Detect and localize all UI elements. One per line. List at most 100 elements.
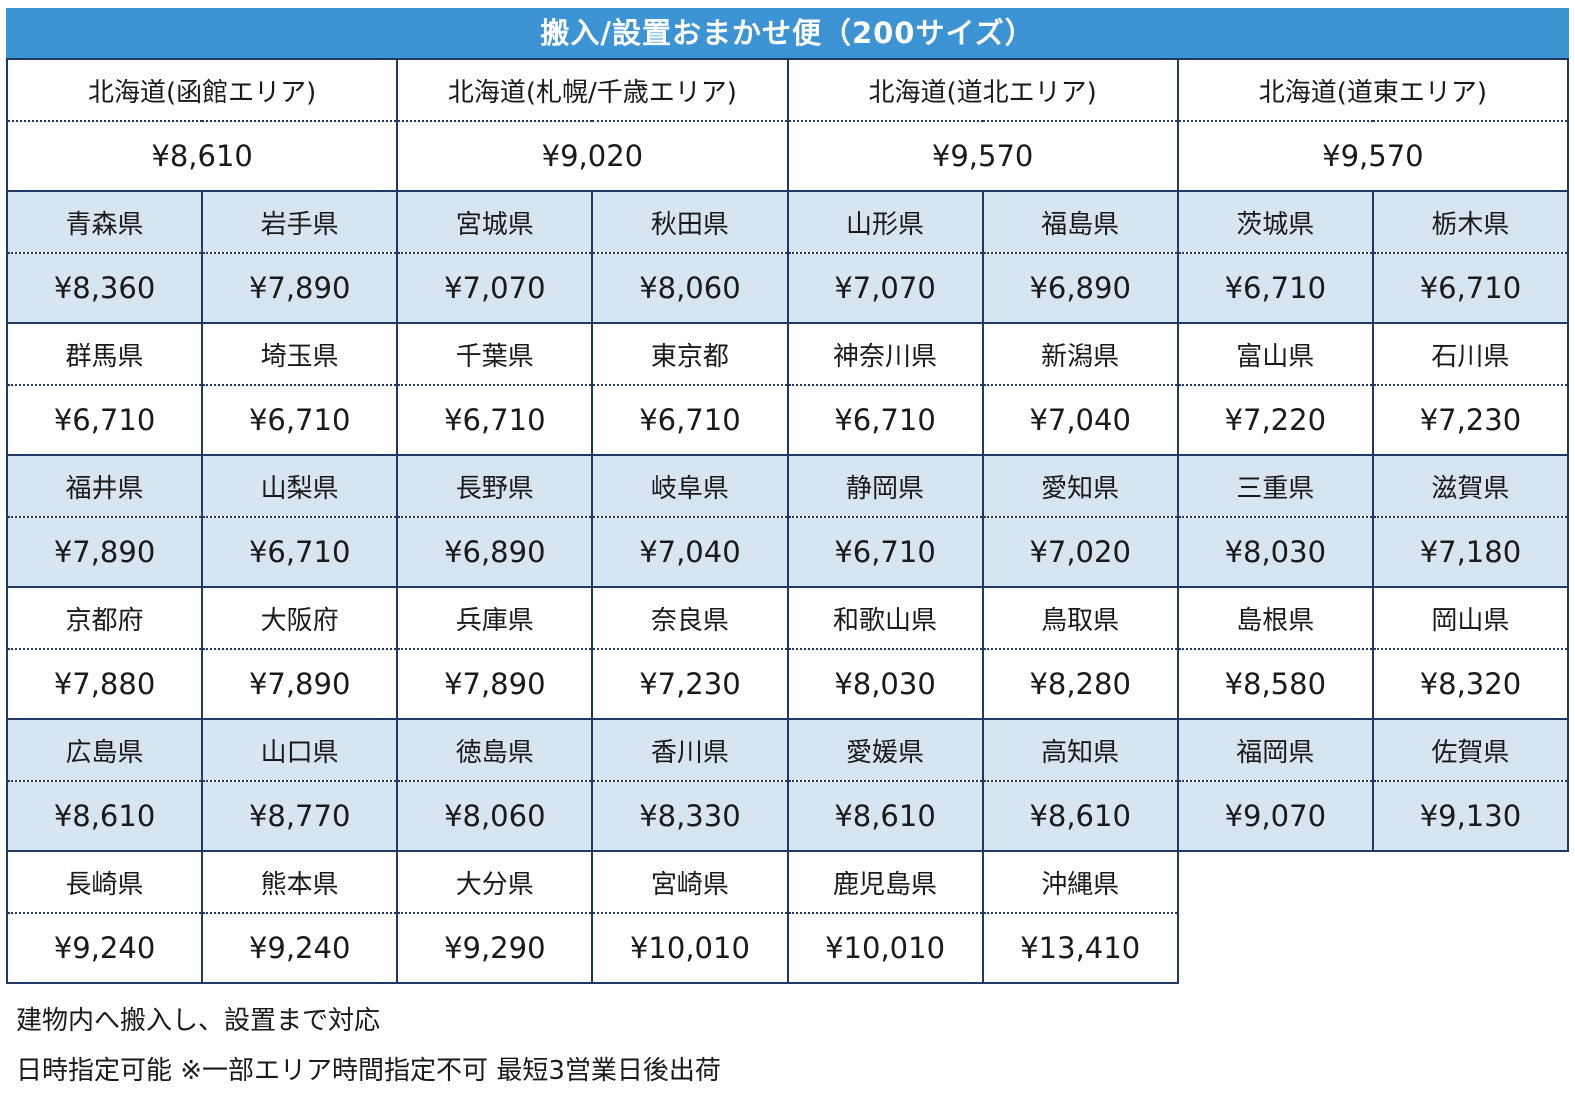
prefecture-name-cell: 福島県 [981, 190, 1179, 254]
price-cell: ¥7,890 [201, 253, 399, 324]
price-cell: ¥9,070 [1176, 781, 1374, 852]
prefecture-name-cell: 熊本県 [201, 850, 399, 914]
price-cell: ¥8,610 [981, 781, 1179, 852]
prefecture-name-row: 福井県 山梨県 長野県 岐阜県 静岡県 愛知県 三重県 滋賀県 [5, 454, 1570, 518]
note-line-1: 建物内へ搬入し、設置まで対応 [16, 1006, 381, 1036]
prefecture-name-cell: 神奈川県 [786, 322, 984, 386]
price-cell: ¥10,010 [786, 913, 984, 984]
price-cell: ¥7,180 [1371, 517, 1570, 588]
prefecture-name-cell: 東京都 [591, 322, 789, 386]
price-cell: ¥8,610 [5, 121, 399, 192]
table-title-bar: 搬入/設置おまかせ便（200サイズ） [6, 8, 1569, 58]
table-title: 搬入/設置おまかせ便（200サイズ） [540, 16, 1035, 50]
prefecture-name-row: 群馬県 埼玉県 千葉県 東京都 神奈川県 新潟県 富山県 石川県 [5, 322, 1570, 386]
prefecture-name-cell: 石川県 [1371, 322, 1570, 386]
price-cell: ¥7,880 [5, 649, 204, 720]
price-cell: ¥7,040 [591, 517, 789, 588]
prefecture-name-cell: 愛媛県 [786, 718, 984, 782]
prefecture-name-cell: 香川県 [591, 718, 789, 782]
prefecture-name-cell: 静岡県 [786, 454, 984, 518]
prefecture-name-cell: 青森県 [5, 190, 204, 254]
prefecture-name-cell: 広島県 [5, 718, 204, 782]
price-cell: ¥6,890 [396, 517, 594, 588]
price-row: ¥7,890 ¥6,710 ¥6,890 ¥7,040 ¥6,710 ¥7,020 ¥8,0… [5, 517, 1570, 588]
prefecture-name-cell: 岩手県 [201, 190, 399, 254]
price-cell: ¥7,230 [591, 649, 789, 720]
prefecture-name-row: 青森県 岩手県 宮城県 秋田県 山形県 福島県 茨城県 栃木県 [5, 190, 1570, 254]
price-cell: ¥6,890 [981, 253, 1179, 324]
prefecture-name-cell: 奈良県 [591, 586, 789, 650]
prefecture-name-cell: 京都府 [5, 586, 204, 650]
prefecture-name-row: 京都府 大阪府 兵庫県 奈良県 和歌山県 鳥取県 島根県 岡山県 [5, 586, 1570, 650]
prefecture-name-cell: 栃木県 [1371, 190, 1570, 254]
prefecture-name-cell: 三重県 [1176, 454, 1374, 518]
prefecture-name-cell: 福岡県 [1176, 718, 1374, 782]
price-cell: ¥8,610 [786, 781, 984, 852]
prefecture-name-cell: 高知県 [981, 718, 1179, 782]
price-cell: ¥8,060 [591, 253, 789, 324]
price-cell: ¥7,040 [981, 385, 1179, 456]
price-cell: ¥9,240 [201, 913, 399, 984]
price-cell: ¥8,320 [1371, 649, 1570, 720]
price-cell: ¥8,060 [396, 781, 594, 852]
price-cell: ¥6,710 [201, 385, 399, 456]
prefecture-name-cell: 佐賀県 [1371, 718, 1570, 782]
prefecture-name-cell: 秋田県 [591, 190, 789, 254]
price-cell: ¥9,130 [1371, 781, 1570, 852]
prefecture-name-cell: 埼玉県 [201, 322, 399, 386]
price-row: ¥9,240 ¥9,240 ¥9,290 ¥10,010 ¥10,010 ¥13,410 [5, 913, 1568, 984]
price-cell: ¥7,890 [396, 649, 594, 720]
price-cell: ¥8,030 [1176, 517, 1374, 588]
prefecture-name-cell: 山形県 [786, 190, 984, 254]
prefecture-name-row: 広島県 山口県 徳島県 香川県 愛媛県 高知県 福岡県 佐賀県 [5, 718, 1570, 782]
price-table-body: 北海道(函館エリア) 北海道(札幌/千歳エリア) 北海道(道北エリア) 北海道(道東エ… [5, 58, 1570, 984]
prefecture-name-cell: 北海道(函館エリア) [5, 58, 399, 122]
prefecture-name-cell: 岐阜県 [591, 454, 789, 518]
prefecture-name-cell: 兵庫県 [396, 586, 594, 650]
prefecture-name-cell: 愛知県 [981, 454, 1179, 518]
prefecture-name-cell: 北海道(道東エリア) [1176, 58, 1570, 122]
price-cell: ¥9,240 [5, 913, 204, 984]
price-cell: ¥6,710 [201, 517, 399, 588]
price-table: 北海道(函館エリア) 北海道(札幌/千歳エリア) 北海道(道北エリア) 北海道(道東エ… [5, 58, 1570, 984]
prefecture-name-cell: 北海道(道北エリア) [786, 58, 1179, 122]
price-row: ¥8,610 ¥9,020 ¥9,570 ¥9,570 [5, 121, 1570, 192]
price-cell: ¥7,070 [786, 253, 984, 324]
price-cell: ¥8,280 [981, 649, 1179, 720]
price-cell: ¥8,610 [5, 781, 204, 852]
price-cell: ¥8,580 [1176, 649, 1374, 720]
price-cell: ¥6,710 [1371, 253, 1570, 324]
prefecture-name-row: 長崎県 熊本県 大分県 宮崎県 鹿児島県 沖縄県 [5, 850, 1568, 983]
notes: 建物内へ搬入し、設置まで対応 日時指定可能 ※一部エリア時間指定不可 最短3営業… [6, 984, 1569, 1088]
price-cell: ¥8,770 [201, 781, 399, 852]
price-cell: ¥7,220 [1176, 385, 1374, 456]
price-cell: ¥6,710 [591, 385, 789, 456]
prefecture-name-cell: 新潟県 [981, 322, 1179, 386]
prefecture-name-cell: 徳島県 [396, 718, 594, 782]
prefecture-name-cell: 山口県 [201, 718, 399, 782]
prefecture-name-cell: 宮崎県 [591, 850, 789, 914]
price-cell: ¥7,070 [396, 253, 594, 324]
prefecture-name-cell: 大阪府 [201, 586, 399, 650]
price-cell: ¥8,360 [5, 253, 204, 324]
price-cell: ¥9,290 [396, 913, 594, 984]
price-cell: ¥6,710 [5, 385, 204, 456]
prefecture-name-cell: 長崎県 [5, 850, 204, 914]
prefecture-name-cell: 富山県 [1176, 322, 1374, 386]
prefecture-name-cell: 宮城県 [396, 190, 594, 254]
note-line-2: 日時指定可能 ※一部エリア時間指定不可 最短3営業日後出荷 [16, 1056, 721, 1086]
prefecture-name-cell: 福井県 [5, 454, 204, 518]
price-cell: ¥6,710 [786, 385, 984, 456]
prefecture-name-cell: 山梨県 [201, 454, 399, 518]
prefecture-name-cell: 鳥取県 [981, 586, 1179, 650]
price-cell: ¥8,030 [786, 649, 984, 720]
prefecture-name-cell: 群馬県 [5, 322, 204, 386]
price-cell: ¥7,890 [5, 517, 204, 588]
prefecture-name-cell: 長野県 [396, 454, 594, 518]
prefecture-name-cell: 沖縄県 [981, 850, 1179, 914]
prefecture-name-row: 北海道(函館エリア) 北海道(札幌/千歳エリア) 北海道(道北エリア) 北海道(道東エ… [5, 58, 1570, 122]
price-cell: ¥6,710 [1176, 253, 1374, 324]
price-cell: ¥9,020 [396, 121, 789, 192]
price-cell: ¥6,710 [786, 517, 984, 588]
